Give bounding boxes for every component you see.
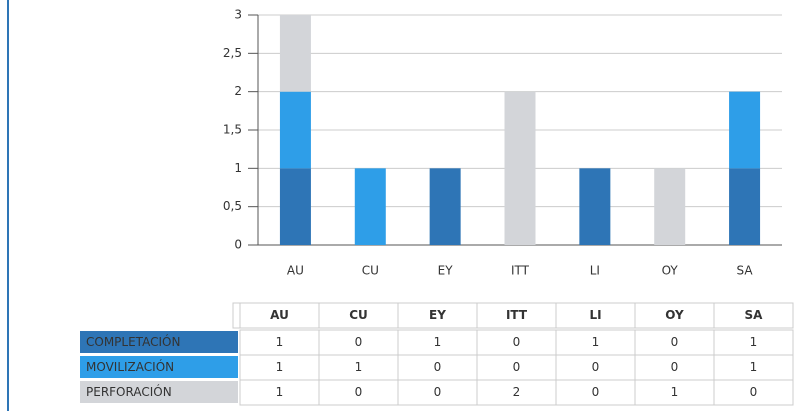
y-tick-label: 0,5 (223, 199, 242, 213)
table-cell (713, 302, 794, 329)
table-cell (476, 329, 557, 356)
table-header-label: EY (429, 308, 446, 322)
table-value: 0 (513, 360, 521, 374)
y-tick-label: 1,5 (223, 123, 242, 137)
table-cell (555, 379, 636, 406)
x-tick-label: SA (737, 264, 754, 278)
bar (729, 91, 761, 169)
table-value: 0 (671, 360, 679, 374)
table-header-label: AU (270, 308, 289, 322)
table-cell (713, 354, 794, 381)
table-value: 0 (355, 335, 363, 349)
table-cell (397, 379, 478, 406)
x-tick-label: OY (662, 264, 679, 278)
bar (279, 168, 311, 245)
y-tick-label: 0 (234, 238, 242, 252)
table-header-label: SA (745, 308, 764, 322)
table-cell (476, 379, 557, 406)
table-cell (555, 302, 636, 329)
x-tick-label: CU (362, 264, 379, 278)
y-tick-label: 1 (234, 161, 242, 175)
table-value: 0 (434, 360, 442, 374)
table-cell (476, 302, 557, 329)
legend-label: PERFORACIÓN (86, 384, 172, 399)
legend-label: MOVILIZACIÓN (86, 359, 174, 374)
bar (279, 15, 311, 92)
table-header-label: CU (349, 308, 368, 322)
table-cell (634, 302, 715, 329)
x-tick-label: AU (287, 264, 304, 278)
table-cell (713, 329, 794, 356)
table-value: 1 (592, 335, 600, 349)
left-border (7, 0, 9, 411)
x-tick-label: EY (438, 264, 454, 278)
table-value: 0 (750, 385, 758, 399)
table-value: 1 (434, 335, 442, 349)
bar (354, 168, 386, 245)
y-tick-label: 2 (234, 84, 242, 98)
legend-label: COMPLETACIÓN (86, 334, 180, 349)
x-tick-label: LI (590, 264, 600, 278)
table-cell (713, 379, 794, 406)
table-header-label: OY (665, 308, 684, 322)
table-value: 0 (434, 385, 442, 399)
bar (654, 168, 686, 245)
x-tick-label: ITT (511, 264, 530, 278)
legend-cell (80, 356, 238, 378)
table-value: 1 (671, 385, 679, 399)
bar (729, 168, 761, 245)
y-tick-label: 3 (234, 8, 242, 22)
table-cell (555, 329, 636, 356)
table-value: 1 (276, 360, 284, 374)
table-cell (318, 302, 399, 329)
table-value: 0 (592, 360, 600, 374)
table-value: 1 (750, 360, 758, 374)
table-value: 1 (276, 335, 284, 349)
table-cell (555, 354, 636, 381)
table-value: 0 (671, 335, 679, 349)
table-value: 1 (355, 360, 363, 374)
table-cell (634, 329, 715, 356)
table-value: 1 (750, 335, 758, 349)
y-tick-label: 2,5 (223, 46, 242, 60)
table-header-label: ITT (506, 308, 528, 322)
table-header-label: LI (589, 308, 601, 322)
table-value: 1 (276, 385, 284, 399)
bar (429, 168, 461, 245)
table-value: 0 (513, 335, 521, 349)
table-value: 0 (592, 385, 600, 399)
bar (279, 91, 311, 169)
table-value: 2 (513, 385, 521, 399)
legend-cell (80, 381, 238, 403)
table-cell (239, 329, 320, 356)
table-cell (397, 302, 478, 329)
bar (579, 168, 611, 245)
table-value: 0 (355, 385, 363, 399)
table-cell (239, 379, 320, 406)
bar (504, 91, 536, 246)
legend-cell (80, 331, 238, 353)
